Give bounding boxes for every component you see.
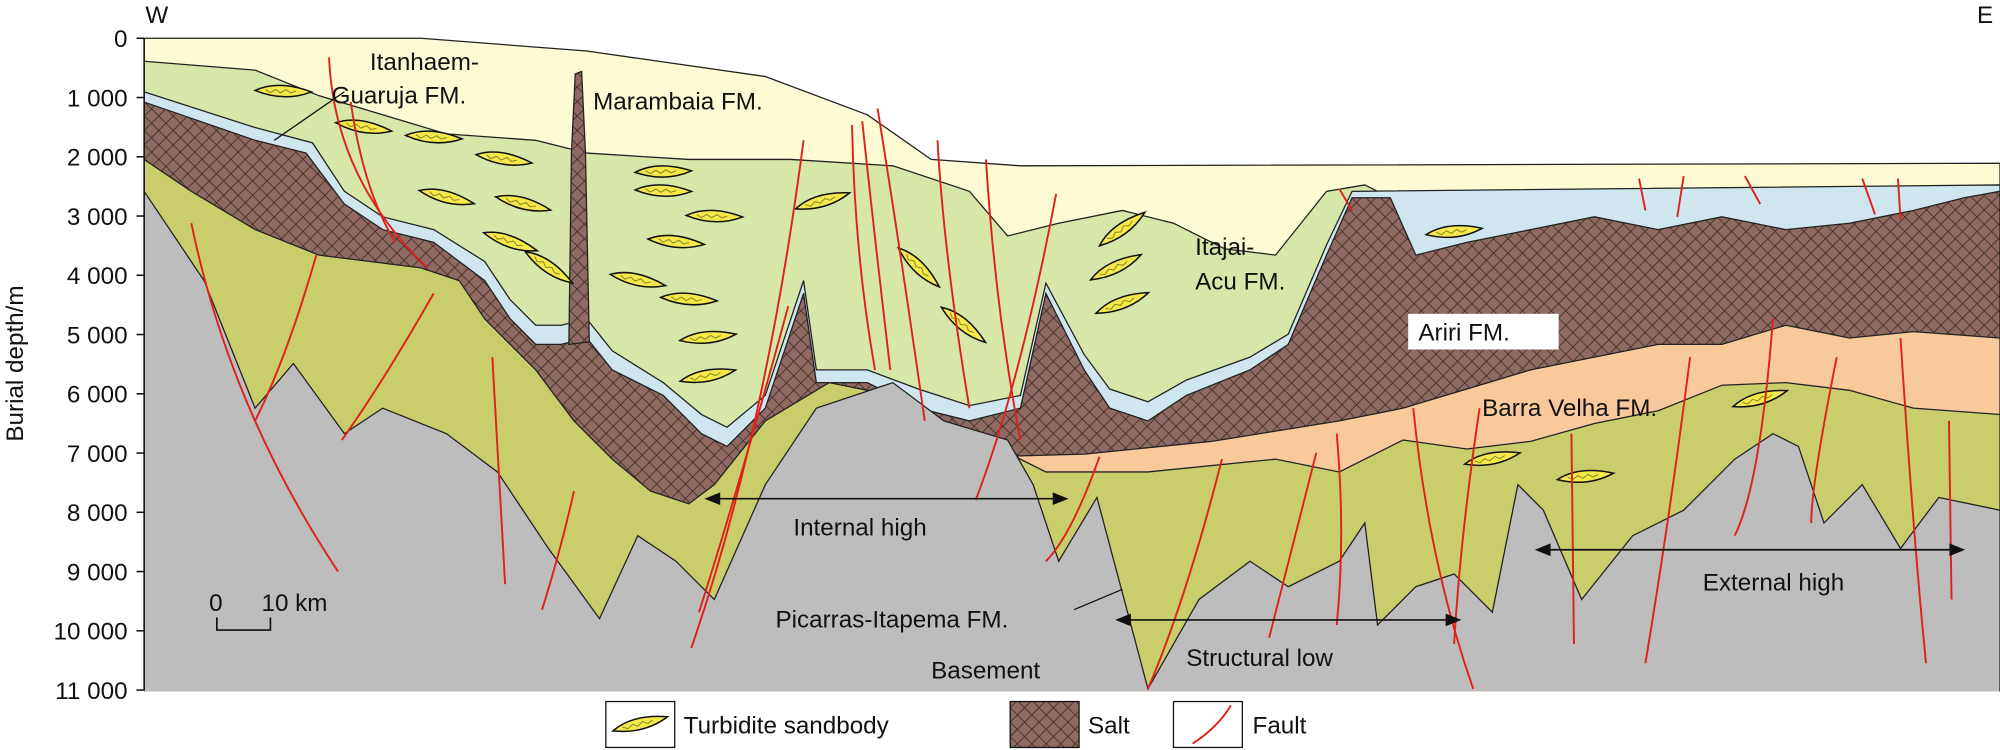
arrow-head — [1115, 613, 1462, 627]
fault — [1338, 188, 1353, 211]
formation-label: Picarras-Itapema FM. — [776, 607, 1009, 634]
tick-label: 1 000 — [67, 85, 128, 112]
formation-label: Itanhaem- — [370, 49, 479, 76]
label-background — [1408, 313, 1559, 350]
annotation: Structural low — [1186, 645, 1333, 672]
fault — [1412, 408, 1475, 690]
fault — [1948, 420, 1953, 600]
salt-diapir — [568, 70, 590, 346]
fault — [876, 108, 926, 422]
arrow-head — [1534, 543, 1966, 557]
fault — [851, 124, 876, 371]
leader-line — [1073, 588, 1123, 611]
tick-label: 7 000 — [67, 441, 128, 468]
fault — [1644, 357, 1692, 664]
fault — [936, 140, 971, 409]
layers — [144, 37, 2000, 692]
legend-label: Turbidite sandbody — [684, 712, 890, 739]
fault — [1676, 175, 1685, 217]
formation-label: Guaruja FM. — [332, 82, 467, 109]
fault — [349, 101, 397, 243]
fault — [1899, 337, 1927, 664]
direction-east: E — [1977, 2, 1993, 29]
tick-label: 3 000 — [67, 204, 128, 231]
tick-label: 8 000 — [67, 500, 128, 527]
fault — [190, 223, 339, 572]
tick-label: 4 000 — [67, 263, 128, 290]
tick-label: 6 000 — [67, 382, 128, 409]
fault — [974, 193, 1058, 501]
leader-line — [273, 91, 345, 141]
legend: Turbidite sandbody Salt Fault — [605, 700, 1307, 749]
direction-west: W — [145, 2, 168, 29]
annotation: External high — [1703, 570, 1844, 597]
tick-label: 10 000 — [53, 619, 127, 646]
arrow-head — [704, 492, 1069, 506]
scale-label: 10 km — [261, 590, 327, 617]
legend-swatch — [1172, 700, 1243, 749]
tick-label: 2 000 — [67, 145, 128, 172]
fault — [1638, 178, 1647, 211]
fault — [690, 140, 805, 649]
formation-label: Ariri FM. — [1418, 320, 1509, 347]
fault — [1268, 452, 1318, 638]
scale-label: 0 — [209, 590, 222, 617]
legend-label: Salt — [1088, 712, 1130, 739]
formation-label: Marambaia FM. — [593, 89, 763, 116]
legend-label: Fault — [1253, 712, 1307, 739]
tick-label: 5 000 — [67, 322, 128, 349]
fault — [491, 357, 507, 585]
scale-bar — [216, 617, 272, 631]
depth-ticks: 0 1 000 2 000 3 000 4 000 5 000 6 000 7 000 8 00… — [53, 26, 145, 705]
annotation: Internal high — [793, 515, 926, 542]
fault — [1045, 456, 1101, 562]
arrows — [704, 492, 1966, 627]
basement — [144, 190, 2000, 692]
fault — [541, 490, 575, 610]
tick-label: 9 000 — [67, 559, 128, 586]
legend-swatch — [1009, 700, 1080, 749]
tick-label: 11 000 — [55, 678, 127, 705]
formation-label: Itajai- — [1195, 234, 1254, 261]
legend-fault — [1192, 704, 1232, 745]
formation-label: Barra Velha FM. — [1482, 395, 1657, 422]
axis-label: Burial depth/m — [2, 285, 29, 441]
fault — [1335, 433, 1343, 626]
fault — [1733, 318, 1774, 537]
fault — [1453, 408, 1481, 645]
fault — [1744, 175, 1762, 205]
formation-label: Acu FM. — [1195, 269, 1285, 296]
fault — [1570, 433, 1575, 645]
fault — [254, 254, 318, 422]
fault — [861, 121, 892, 371]
formation-label: Basement — [931, 658, 1040, 685]
tick-label: 0 — [114, 26, 127, 53]
fault — [1861, 178, 1876, 215]
fault — [698, 305, 790, 613]
fault — [985, 159, 1022, 441]
fault — [341, 292, 435, 441]
fault — [1147, 458, 1223, 690]
fault — [1897, 178, 1902, 220]
fault — [1810, 356, 1838, 523]
faults — [190, 57, 1953, 690]
fault — [328, 57, 428, 269]
